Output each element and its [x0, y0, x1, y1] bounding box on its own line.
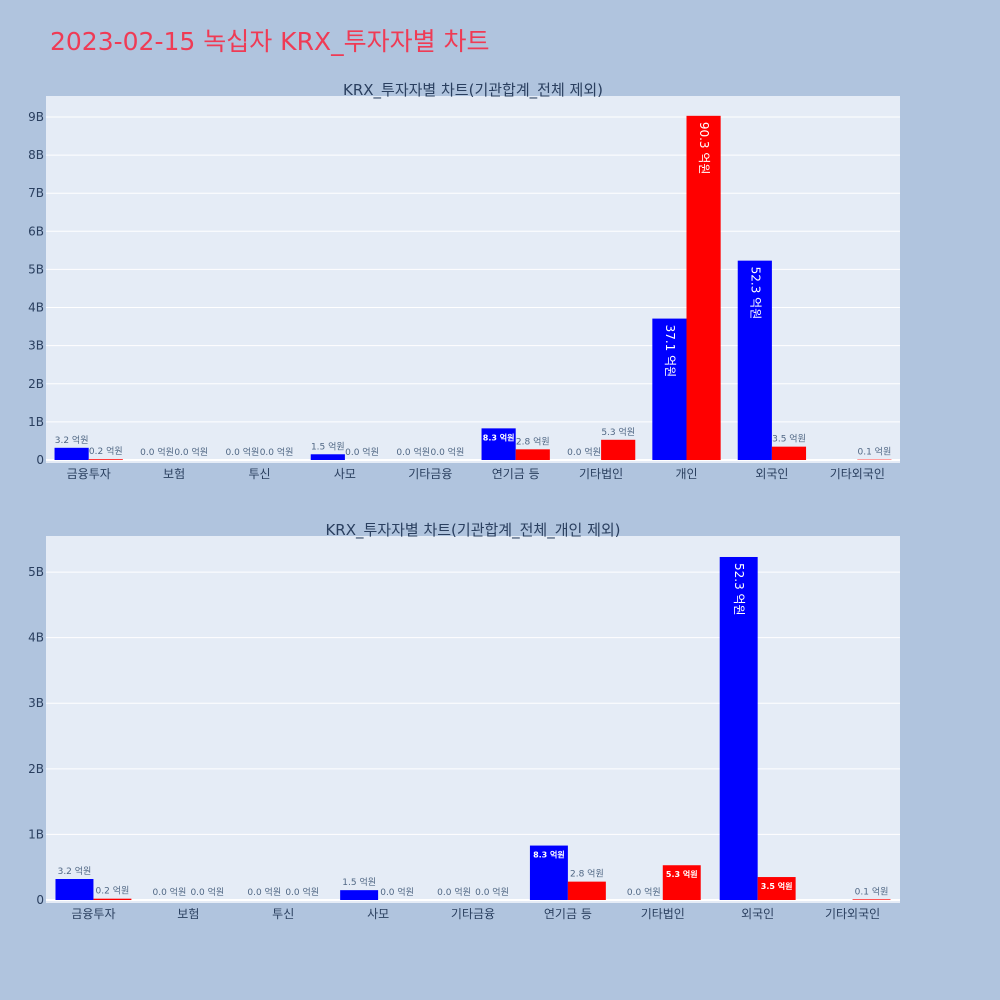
data-label: 3.5 억원	[772, 433, 806, 445]
y-tick-label: 3B	[28, 339, 44, 353]
data-label: 0.1 억원	[855, 885, 889, 897]
data-label: 90.3 억원	[697, 122, 711, 175]
x-tick-label: 사모	[367, 907, 389, 921]
x-tick-label: 기타외국인	[825, 907, 880, 921]
data-label: 8.3 억원	[483, 432, 515, 442]
x-tick-label: 사모	[334, 467, 356, 481]
data-label: 0.0 억원	[431, 446, 465, 458]
y-tick-label: 7B	[28, 186, 44, 200]
bar-sell	[515, 449, 550, 460]
data-label: 52.3 억원	[748, 267, 762, 320]
data-label: 0.0 억원	[567, 446, 601, 458]
data-label: 0.0 억원	[380, 886, 414, 898]
data-label: 0.0 억원	[627, 886, 661, 898]
data-label: 0.0 억원	[475, 886, 509, 898]
x-tick-label: 기타법인	[641, 907, 685, 921]
y-tick-label: 9B	[28, 110, 44, 124]
data-label: 1.5 억원	[342, 876, 376, 888]
x-tick-label: 기타외국인	[830, 467, 885, 481]
data-label: 52.3 억원	[732, 563, 746, 616]
x-tick-label: 외국인	[741, 907, 774, 921]
data-label: 0.2 억원	[89, 445, 123, 457]
y-tick-label: 8B	[28, 148, 44, 162]
page-title: 2023-02-15 녹십자 KRX_투자자별 차트	[50, 27, 490, 56]
y-tick-label: 3B	[28, 696, 44, 710]
data-label: 2.8 억원	[570, 868, 604, 880]
plot-area	[46, 96, 900, 463]
data-label: 0.0 억원	[190, 886, 224, 898]
chart-title: KRX_투자자별 차트(기관합계_전체 제외)	[343, 81, 603, 100]
data-label: 0.1 억원	[858, 446, 892, 458]
bar-sell	[88, 459, 123, 460]
data-label: 1.5 억원	[311, 440, 345, 452]
bar-sell	[757, 877, 796, 900]
x-tick-label: 투신	[272, 907, 294, 921]
y-tick-label: 2B	[28, 762, 44, 776]
y-tick-label: 4B	[28, 631, 44, 645]
y-tick-label: 1B	[28, 415, 44, 429]
bar-sell	[601, 439, 636, 460]
y-tick-label: 4B	[28, 301, 44, 315]
y-tick-label: 1B	[28, 827, 44, 841]
bar-sell	[662, 865, 701, 900]
data-label: 0.0 억원	[152, 886, 186, 898]
x-tick-label: 기타금융	[451, 907, 495, 921]
y-tick-label: 5B	[28, 565, 44, 579]
x-tick-label: 보험	[177, 907, 199, 921]
bar-buy	[310, 454, 345, 460]
data-label: 5.3 억원	[666, 869, 698, 879]
data-label: 3.5 억원	[761, 881, 793, 891]
data-label: 8.3 억원	[533, 850, 565, 860]
data-label: 0.0 억원	[437, 886, 471, 898]
bar-buy	[652, 318, 687, 460]
data-label: 0.0 억원	[140, 446, 174, 458]
bar-sell	[686, 115, 721, 461]
x-tick-label: 보험	[163, 467, 185, 481]
x-tick-label: 금융투자	[71, 907, 115, 921]
x-tick-label: 개인	[675, 467, 697, 481]
chart-title: KRX_투자자별 차트(기관합계_전체_개인 제외)	[325, 521, 620, 540]
x-tick-label: 금융투자	[67, 467, 111, 481]
data-label: 0.0 억원	[247, 886, 281, 898]
data-label: 0.0 억원	[174, 446, 208, 458]
bar-sell	[93, 898, 132, 900]
bar-buy	[529, 845, 568, 900]
chart-top: KRX_투자자별 차트(기관합계_전체 제외) 0 1B 2B 3B 4B 5B 6B 7B 8…	[28, 81, 900, 481]
y-tick-label: 2B	[28, 377, 44, 391]
data-label: 0.0 억원	[260, 446, 294, 458]
x-tick-label: 기타법인	[579, 467, 623, 481]
data-label: 37.1 억원	[663, 325, 677, 378]
data-label: 0.0 억원	[345, 446, 379, 458]
bar-buy	[340, 890, 379, 900]
data-label: 3.2 억원	[55, 434, 89, 446]
data-label: 2.8 억원	[516, 435, 550, 447]
data-label: 0.2 억원	[96, 885, 130, 897]
x-tick-label: 외국인	[755, 467, 788, 481]
y-tick-label: 0	[36, 453, 44, 467]
plot-area	[46, 536, 900, 903]
bar-buy	[54, 447, 89, 460]
bar-sell	[567, 881, 606, 900]
bar-buy	[55, 879, 94, 900]
bar-buy	[719, 556, 758, 900]
data-label: 5.3 억원	[601, 426, 635, 438]
data-label: 3.2 억원	[58, 865, 92, 877]
y-tick-label: 0	[36, 893, 44, 907]
y-tick-label: 5B	[28, 262, 44, 276]
data-label: 0.0 억원	[396, 446, 430, 458]
bar-sell	[771, 446, 807, 460]
y-tick-label: 6B	[28, 224, 44, 238]
x-tick-label: 연기금 등	[544, 907, 592, 921]
bar-buy	[481, 428, 516, 460]
data-label: 0.0 억원	[226, 446, 260, 458]
x-tick-label: 투신	[248, 467, 270, 481]
x-tick-label: 연기금 등	[492, 467, 540, 481]
bar-buy	[737, 260, 772, 460]
x-tick-label: 기타금융	[408, 467, 452, 481]
chart-bottom: KRX_투자자별 차트(기관합계_전체_개인 제외) 0 1B 2B 3B 4B 5B 금융…	[28, 521, 900, 921]
bar-sell	[852, 899, 891, 900]
data-label: 0.0 억원	[285, 886, 319, 898]
